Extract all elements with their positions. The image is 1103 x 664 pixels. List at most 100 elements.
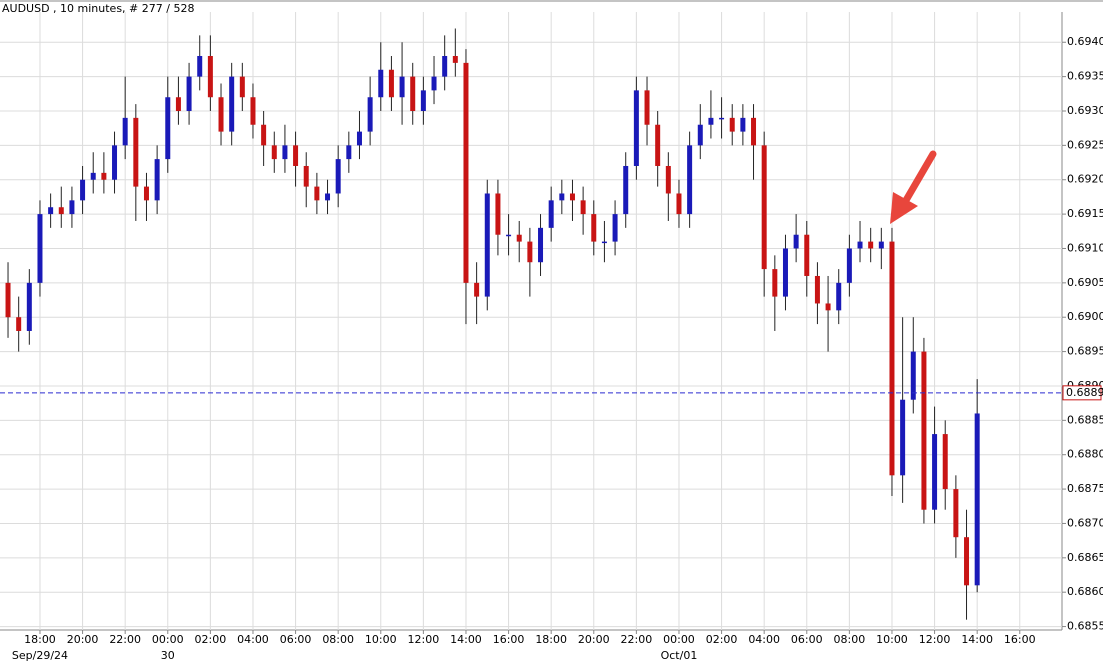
date-label: Sep/29/24 — [12, 649, 68, 662]
x-tick-label: 02:00 — [706, 633, 738, 646]
current-price-box — [1062, 385, 1102, 401]
date-label: 30 — [161, 649, 175, 662]
candle-body — [399, 76, 405, 98]
candle-body — [410, 76, 416, 111]
candle-body — [793, 234, 799, 249]
candle-body — [751, 117, 757, 146]
candle-body — [516, 234, 522, 242]
x-tick-label: 06:00 — [280, 633, 312, 646]
labels: 0.6855 0.6860 0.6865 0.6870 0.6875 0.6880 0.68… — [0, 35, 1103, 662]
candle-body — [719, 117, 725, 120]
candle-body — [431, 76, 437, 91]
x-tick-label: 08:00 — [322, 633, 354, 646]
x-tick-label: 12:00 — [919, 633, 951, 646]
candle-body — [825, 303, 831, 311]
candle-body — [261, 124, 267, 146]
x-tick-label: 04:00 — [748, 633, 780, 646]
candle-body — [420, 90, 426, 111]
candle-body — [814, 275, 820, 304]
candle-body — [69, 200, 75, 215]
x-tick-label: 18:00 — [24, 633, 56, 646]
candle-body — [900, 399, 906, 476]
candle-body — [239, 76, 245, 98]
candle-body — [218, 97, 224, 132]
candle-body — [687, 145, 693, 215]
y-tick-label: 0.6870 — [1067, 516, 1103, 529]
candle-body — [932, 434, 938, 510]
y-tick-label: 0.6920 — [1067, 173, 1103, 186]
candle-body — [676, 193, 682, 215]
y-tick-label: 0.6895 — [1067, 345, 1103, 358]
candle-body — [80, 179, 86, 201]
y-tick-label: 0.6925 — [1067, 138, 1103, 151]
x-tick-label: 06:00 — [791, 633, 823, 646]
candle-body — [101, 172, 107, 180]
candle-body — [367, 97, 373, 132]
candle-body — [122, 117, 128, 146]
x-tick-label: 20:00 — [578, 633, 610, 646]
x-tick-label: 14:00 — [450, 633, 482, 646]
candle-body — [325, 193, 331, 201]
x-tick-label: 16:00 — [1004, 633, 1036, 646]
candle-body — [303, 165, 309, 187]
candle-body — [601, 241, 607, 244]
y-tick-label: 0.6915 — [1067, 207, 1103, 220]
candle-body — [250, 97, 256, 125]
candle-body — [740, 117, 746, 132]
y-tick-label: 0.6910 — [1067, 241, 1103, 254]
candle-body — [356, 131, 362, 146]
y-tick-label: 0.6930 — [1067, 104, 1103, 117]
annotation-arrow — [890, 150, 937, 224]
candle-body — [133, 117, 139, 187]
candle-body — [271, 145, 277, 160]
candle-body — [463, 62, 469, 283]
x-tick-label: 10:00 — [365, 633, 397, 646]
candle-body — [921, 351, 927, 510]
x-tick-label: 00:00 — [152, 633, 184, 646]
candle-body — [527, 241, 533, 263]
x-tick-label: 12:00 — [408, 633, 440, 646]
candle-body — [942, 434, 948, 490]
candle-body — [452, 55, 458, 63]
x-tick-label: 08:00 — [834, 633, 866, 646]
y-tick-label: 0.6880 — [1067, 448, 1103, 461]
y-tick-label: 0.6875 — [1067, 482, 1103, 495]
candle-body — [495, 193, 501, 235]
candle-body — [569, 193, 575, 201]
y-tick-label: 0.6900 — [1067, 310, 1103, 323]
candle-body — [868, 241, 874, 249]
candle-body — [37, 214, 43, 283]
candle-body — [5, 282, 11, 318]
candle-body — [538, 227, 544, 263]
candle-body — [388, 69, 394, 98]
candle-body — [857, 241, 863, 249]
candle-body — [878, 241, 884, 249]
candle-body — [314, 186, 320, 201]
candle-body — [474, 282, 480, 297]
candle-body — [143, 186, 149, 201]
candle-body — [293, 145, 299, 166]
x-tick-label: 22:00 — [621, 633, 653, 646]
candle-body — [26, 282, 32, 331]
x-tick-label: 22:00 — [109, 633, 141, 646]
y-tick-label: 0.6855 — [1067, 620, 1103, 633]
candle-body — [548, 200, 554, 228]
candle-body — [580, 200, 586, 215]
candle-body — [889, 241, 895, 476]
candle-body — [804, 234, 810, 276]
y-tick-label: 0.6885 — [1067, 413, 1103, 426]
candle-body — [697, 124, 703, 146]
candle-body — [623, 165, 629, 215]
candle-body — [644, 90, 650, 125]
y-tick-label: 0.6905 — [1067, 276, 1103, 289]
candle-body — [964, 537, 970, 586]
candle-body — [197, 55, 203, 77]
y-tick-label: 0.6940 — [1067, 35, 1103, 48]
candle-body — [633, 90, 639, 166]
current-price-label: 0.6889 — [1066, 386, 1103, 399]
candle-body — [112, 145, 118, 180]
candle-body — [165, 97, 171, 160]
candle-body — [154, 159, 160, 201]
candle-body — [612, 214, 618, 242]
